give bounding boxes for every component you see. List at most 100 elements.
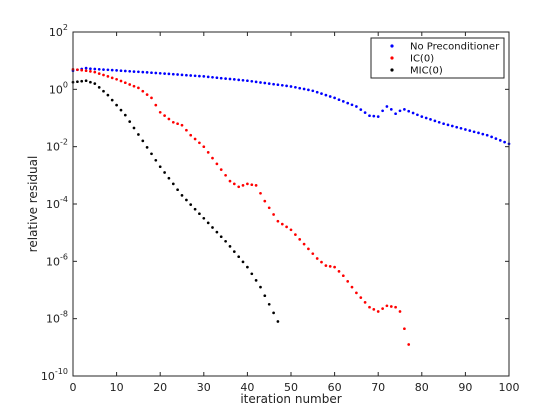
data-point [254,279,258,282]
data-point [246,182,249,186]
data-point [250,79,254,83]
data-point [219,76,223,80]
data-point [446,123,450,127]
data-point [411,111,415,115]
legend-marker-no-preconditioner [390,44,394,48]
data-point [398,310,402,313]
data-point [494,137,498,140]
data-point [206,151,210,154]
data-point [355,105,358,108]
data-point [97,67,101,71]
data-point [267,302,271,306]
data-point [237,185,241,189]
data-point [97,86,101,89]
data-point [106,93,110,97]
data-point [280,83,284,87]
data-point [259,81,262,84]
data-point [267,82,271,85]
legend-marker-mic0 [390,68,394,72]
data-point [132,70,136,73]
data-point [372,308,376,311]
data-point [394,112,397,116]
data-point [437,120,441,124]
data-point [407,109,411,113]
data-point [167,176,171,180]
data-point [280,222,284,226]
data-point [359,108,363,111]
data-point [320,260,323,264]
data-point [385,105,389,108]
data-point [298,86,302,90]
data-point [394,305,397,309]
data-point [403,327,406,331]
data-point [372,114,376,118]
data-point [189,74,193,77]
x-tick-label: 20 [153,381,167,394]
data-point [341,100,345,103]
data-point [433,119,437,123]
data-point [237,255,241,259]
data-point [119,108,123,112]
data-point [307,247,310,251]
data-point [477,131,480,135]
data-point [141,139,145,143]
legend-label-no-preconditioner: No Preconditioner [410,42,500,53]
data-point [202,216,206,220]
y-tick-label: 100 [49,80,68,96]
data-point [503,140,506,144]
data-point [337,270,341,273]
data-point [455,125,459,129]
data-point [76,80,79,84]
data-point [102,73,105,77]
data-point [459,126,463,130]
data-point [215,76,219,80]
data-point [180,73,184,77]
data-point [167,72,171,76]
data-point [385,304,389,308]
data-point [346,280,350,283]
data-point [224,239,227,243]
data-point [150,152,153,156]
data-point [180,194,184,197]
data-point [198,141,201,145]
y-axis-label: relative residual [26,156,40,253]
data-point [381,109,384,113]
data-point [250,272,254,276]
data-point [324,93,328,97]
data-point [289,228,293,232]
data-point [450,124,454,128]
plot-area [73,32,509,376]
data-point [176,188,179,192]
data-point [128,69,132,73]
data-point [163,114,166,117]
data-point [193,74,197,78]
x-tick-label: 0 [70,381,77,394]
data-point [198,74,201,78]
data-point [263,199,267,203]
data-point [110,98,114,102]
data-point [224,77,227,80]
data-point [302,242,306,246]
data-point [442,122,445,126]
data-point [119,79,123,83]
data-point [180,123,184,127]
data-point [189,203,193,206]
x-tick-label: 100 [499,381,520,394]
data-point [254,184,258,187]
data-point [93,67,97,71]
x-tick-label: 60 [328,381,342,394]
data-point [294,85,297,89]
y-tick-label: 10-2 [46,138,68,154]
data-point [232,250,236,253]
data-point [102,68,105,71]
data-point [429,118,432,121]
data-point [311,89,315,93]
data-point [294,233,297,236]
data-point [115,69,118,72]
data-point [206,75,210,79]
data-point [224,173,227,177]
series-2 [71,79,280,323]
data-point [259,285,262,289]
data-point [315,90,319,94]
data-point [115,103,118,107]
